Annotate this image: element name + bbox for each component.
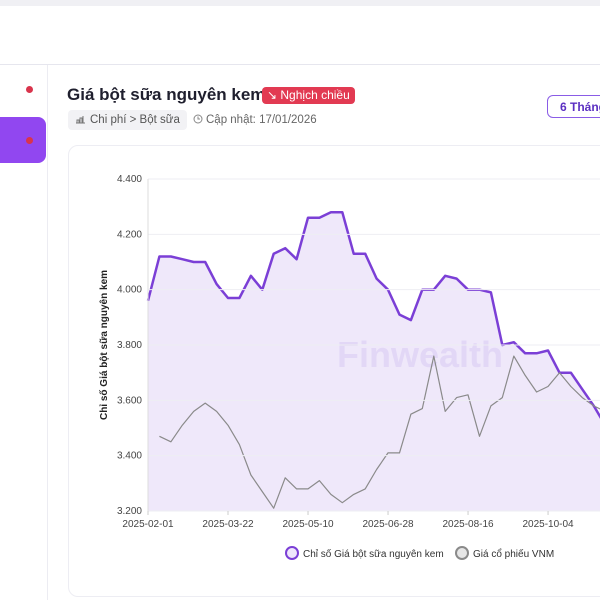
period-button[interactable]: 6 Tháng — [547, 95, 600, 118]
y-axis-label: Chỉ số Giá bột sữa nguyên kem — [98, 270, 110, 420]
y-tick-label: 4.000 — [117, 285, 142, 296]
y-tick-label: 3.800 — [117, 340, 142, 351]
nav-active[interactable] — [0, 117, 46, 163]
breadcrumb-chip[interactable]: Chi phí > Bột sữa — [68, 110, 187, 130]
x-tick-label: 2025-03-22 — [202, 519, 254, 530]
y-tick-label: 4.200 — [117, 229, 142, 240]
line — [159, 355, 600, 509]
updated: Cập nhật: 17/01/2026 — [193, 110, 317, 130]
legend-marker — [455, 546, 469, 560]
breadcrumb: Chi phí > Bột sữa — [90, 114, 180, 126]
clock-icon — [193, 114, 203, 124]
icon — [76, 116, 85, 124]
y-tick-label: 3.600 — [117, 395, 142, 406]
page-title: Giá bột sữa nguyên kem — [67, 85, 266, 104]
chart-card — [68, 145, 600, 597]
legend-marker — [285, 546, 299, 560]
x-tick-label: 2025-08-16 — [442, 519, 494, 530]
y-tick-label: 3.400 — [117, 451, 142, 462]
plot — [146, 210, 600, 511]
x-tick-label: 2025-02-01 — [122, 519, 174, 530]
legend-label: Chỉ số Giá bột sữa nguyên kem — [303, 548, 444, 560]
x-tick-label: 2025-10-04 — [522, 519, 574, 530]
nav-dot[interactable] — [26, 137, 33, 144]
legend-label: Giá cổ phiếu VNM — [473, 548, 554, 560]
watermark: Finwealth — [337, 334, 503, 375]
x-tick-label: 2025-06-28 — [362, 519, 414, 530]
x-tick-label: 2025-05-10 — [282, 519, 334, 530]
top-bar — [0, 0, 600, 65]
line — [146, 210, 600, 419]
nav-dot[interactable] — [26, 86, 33, 93]
top-strip — [0, 0, 600, 6]
area — [148, 212, 600, 511]
y-tick-label: 3.200 — [117, 506, 142, 517]
badge: ↘ Nghịch chiều — [262, 87, 355, 104]
y-tick-label: 4.400 — [117, 174, 142, 185]
updated-text: Cập nhật: 17/01/2026 — [206, 114, 317, 126]
